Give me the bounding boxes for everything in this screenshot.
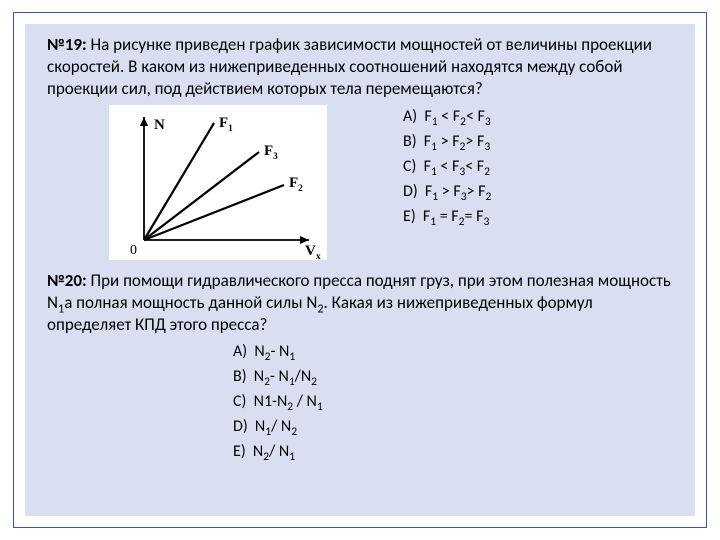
q19-option-c: C) F1 < F3< F2	[403, 157, 491, 176]
q20-option-d: D) N1/ N2	[233, 417, 673, 436]
question-19-label: №19:	[47, 34, 87, 55]
svg-text:N: N	[154, 117, 165, 133]
q19-option-b: B) F1 > F2> F3	[403, 132, 491, 151]
q19-option-d: D) F1 > F3> F2	[403, 182, 491, 201]
chart-svg: 0NVxF1F3F2	[109, 105, 327, 260]
question-19-text: На рисунке приведен график зависимости м…	[47, 34, 652, 99]
power-velocity-chart: 0NVxF1F3F2	[109, 105, 327, 260]
question-19-options: A) F1 < F2< F3 B) F1 > F2> F3 C) F1 < F3< …	[403, 105, 491, 226]
question-20-text: При помощи гидравлического пресса поднят…	[47, 270, 671, 335]
q20-option-a: A) N2- N1	[233, 342, 673, 361]
q19-option-e: E) F1 = F2= F3	[403, 207, 491, 226]
content-panel: №19: На рисунке приведен график зависимо…	[25, 24, 695, 516]
q20-option-e: E) N2/ N1	[233, 442, 673, 461]
q20-option-b: B) N2- N1/N2	[233, 367, 673, 386]
question-19: №19: На рисунке приведен график зависимо…	[47, 34, 673, 99]
q20-option-c: C) N1-N2 / N1	[233, 392, 673, 411]
svg-text:0: 0	[130, 243, 137, 258]
q19-option-a: A) F1 < F2< F3	[403, 107, 491, 126]
question-20-label: №20:	[47, 270, 87, 291]
question-19-body: 0NVxF1F3F2 A) F1 < F2< F3B) F1 > F2> F3C…	[47, 105, 673, 260]
question-20-options: A) N2- N1 B) N2- N1/N2 C) N1-N2 / N1 D) N1/…	[233, 342, 673, 461]
slide-frame: №19: На рисунке приведен график зависимо…	[13, 12, 707, 528]
question-20: №20: При помощи гидравлического пресса п…	[47, 270, 673, 335]
